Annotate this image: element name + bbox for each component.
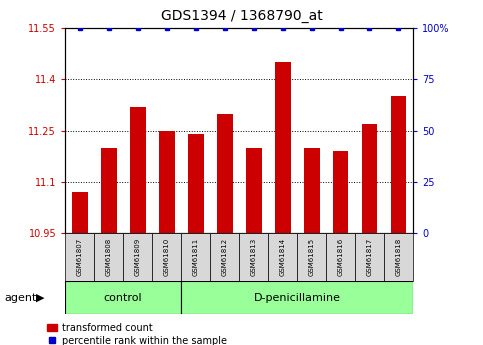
Bar (94, 233, 123, 281)
Bar (246, 148, 262, 233)
Bar (123, 233, 152, 281)
Text: GSM61816: GSM61816 (338, 238, 343, 276)
Text: control: control (104, 293, 142, 303)
Bar (275, 62, 291, 233)
Text: GSM61815: GSM61815 (309, 238, 314, 276)
Bar (361, 124, 378, 233)
Bar (181, 233, 210, 281)
Text: GSM61811: GSM61811 (193, 238, 199, 276)
Bar (152, 233, 181, 281)
Bar (297, 233, 326, 281)
Text: GSM61813: GSM61813 (251, 238, 256, 276)
Text: GSM61817: GSM61817 (367, 238, 372, 276)
Bar (391, 97, 407, 233)
Text: agent: agent (5, 293, 37, 303)
Text: GSM61807: GSM61807 (77, 238, 83, 276)
Bar (65, 281, 181, 314)
Bar (326, 233, 355, 281)
Bar (188, 134, 204, 233)
Text: GSM61818: GSM61818 (396, 238, 401, 276)
Bar (384, 233, 413, 281)
Text: GSM61810: GSM61810 (164, 238, 170, 276)
Text: ▶: ▶ (36, 293, 45, 303)
Bar (304, 148, 320, 233)
Bar (65, 233, 94, 281)
Bar (216, 114, 233, 233)
Legend: transformed count, percentile rank within the sample: transformed count, percentile rank withi… (43, 319, 231, 345)
Text: GSM61812: GSM61812 (222, 238, 227, 276)
Bar (181, 281, 413, 314)
Bar (239, 233, 268, 281)
Bar (158, 131, 175, 233)
Bar (129, 107, 146, 233)
Text: GSM61808: GSM61808 (106, 238, 112, 276)
Bar (333, 151, 349, 233)
Text: GSM61809: GSM61809 (135, 238, 141, 276)
Bar (71, 192, 88, 233)
Bar (210, 233, 239, 281)
Bar (101, 148, 117, 233)
Bar (355, 233, 384, 281)
Text: GSM61814: GSM61814 (280, 238, 285, 276)
Text: GDS1394 / 1368790_at: GDS1394 / 1368790_at (161, 9, 322, 23)
Bar (268, 233, 297, 281)
Text: D-penicillamine: D-penicillamine (254, 293, 341, 303)
